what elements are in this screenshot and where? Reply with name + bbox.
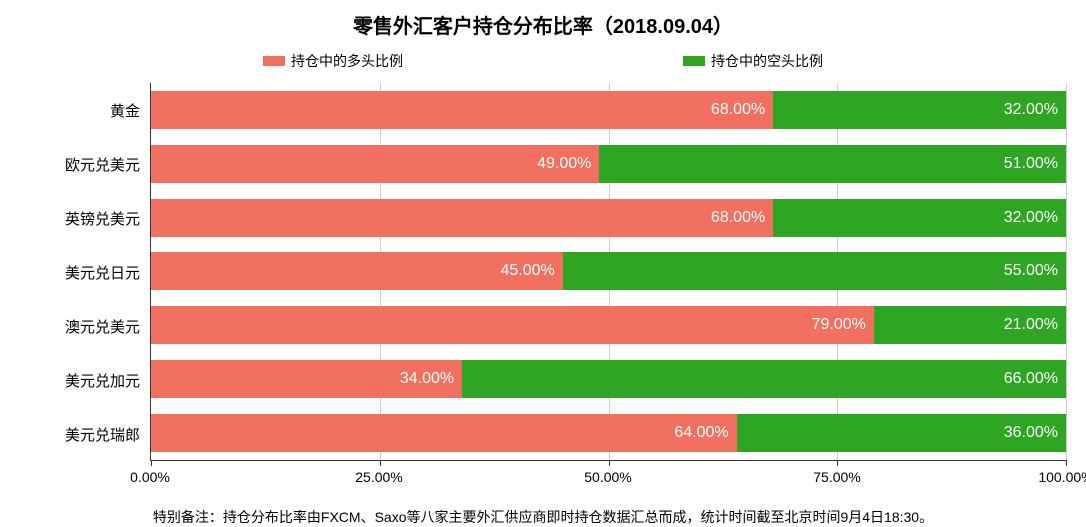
y-axis-label: 美元兑瑞郎	[65, 407, 140, 461]
bar-row: 68.00%32.00%	[151, 91, 1066, 129]
tick-mark	[837, 460, 838, 466]
legend: 持仓中的多头比例 持仓中的空头比例	[20, 51, 1066, 71]
tick-mark	[151, 460, 152, 466]
y-axis-label: 黄金	[110, 83, 140, 137]
bar-segment-long: 64.00%	[151, 414, 737, 452]
footnote: 特别备注：持仓分布比率由FXCM、Saxo等八家主要外汇供应商即时持仓数据汇总而…	[20, 507, 1066, 527]
legend-short-swatch	[683, 56, 705, 66]
y-axis-label: 美元兑日元	[65, 245, 140, 299]
bar-row: 45.00%55.00%	[151, 252, 1066, 290]
tick-mark	[609, 460, 610, 466]
legend-short: 持仓中的空头比例	[683, 51, 823, 71]
bar-row: 49.00%51.00%	[151, 145, 1066, 183]
gridline	[1066, 83, 1067, 460]
bars-region: 68.00%32.00%49.00%51.00%68.00%32.00%45.0…	[150, 83, 1066, 461]
x-tick-label: 0.00%	[130, 469, 170, 485]
bars: 68.00%32.00%49.00%51.00%68.00%32.00%45.0…	[151, 83, 1066, 460]
bar-segment-long: 49.00%	[151, 145, 599, 183]
chart-container: 零售外汇客户持仓分布比率（2018.09.04） 持仓中的多头比例 持仓中的空头…	[0, 0, 1086, 526]
bar-row: 34.00%66.00%	[151, 360, 1066, 398]
chart-title: 零售外汇客户持仓分布比率（2018.09.04）	[20, 10, 1066, 39]
plot-area: 黄金欧元兑美元英镑兑美元美元兑日元澳元兑美元美元兑加元美元兑瑞郎 68.00%3…	[20, 83, 1066, 461]
bar-segment-short: 66.00%	[462, 360, 1066, 398]
y-axis-label: 英镑兑美元	[65, 191, 140, 245]
legend-long-swatch	[263, 56, 285, 66]
y-axis-label: 美元兑加元	[65, 353, 140, 407]
x-tick-label: 50.00%	[584, 469, 631, 485]
y-axis-labels: 黄金欧元兑美元英镑兑美元美元兑日元澳元兑美元美元兑加元美元兑瑞郎	[20, 83, 150, 461]
x-axis: 0.00%25.00%50.00%75.00%100.00%	[150, 469, 1066, 489]
bar-segment-long: 68.00%	[151, 91, 773, 129]
bar-segment-short: 36.00%	[737, 414, 1066, 452]
bar-segment-long: 68.00%	[151, 199, 773, 237]
bar-segment-short: 32.00%	[773, 91, 1066, 129]
legend-long-label: 持仓中的多头比例	[291, 51, 403, 71]
x-tick-label: 100.00%	[1038, 469, 1086, 485]
bar-segment-long: 79.00%	[151, 306, 874, 344]
bar-row: 68.00%32.00%	[151, 199, 1066, 237]
x-tick-marks	[151, 460, 1066, 466]
legend-long: 持仓中的多头比例	[263, 51, 403, 71]
bar-segment-short: 55.00%	[563, 252, 1066, 290]
bar-row: 64.00%36.00%	[151, 414, 1066, 452]
y-axis-label: 澳元兑美元	[65, 299, 140, 353]
bar-segment-long: 45.00%	[151, 252, 563, 290]
bar-segment-long: 34.00%	[151, 360, 462, 398]
x-tick-label: 25.00%	[355, 469, 402, 485]
bar-segment-short: 21.00%	[874, 306, 1066, 344]
y-axis-label: 欧元兑美元	[65, 137, 140, 191]
tick-mark	[1066, 460, 1067, 466]
bar-segment-short: 51.00%	[599, 145, 1066, 183]
x-tick-label: 75.00%	[813, 469, 860, 485]
legend-short-label: 持仓中的空头比例	[711, 51, 823, 71]
bar-segment-short: 32.00%	[773, 199, 1066, 237]
bar-row: 79.00%21.00%	[151, 306, 1066, 344]
tick-mark	[380, 460, 381, 466]
